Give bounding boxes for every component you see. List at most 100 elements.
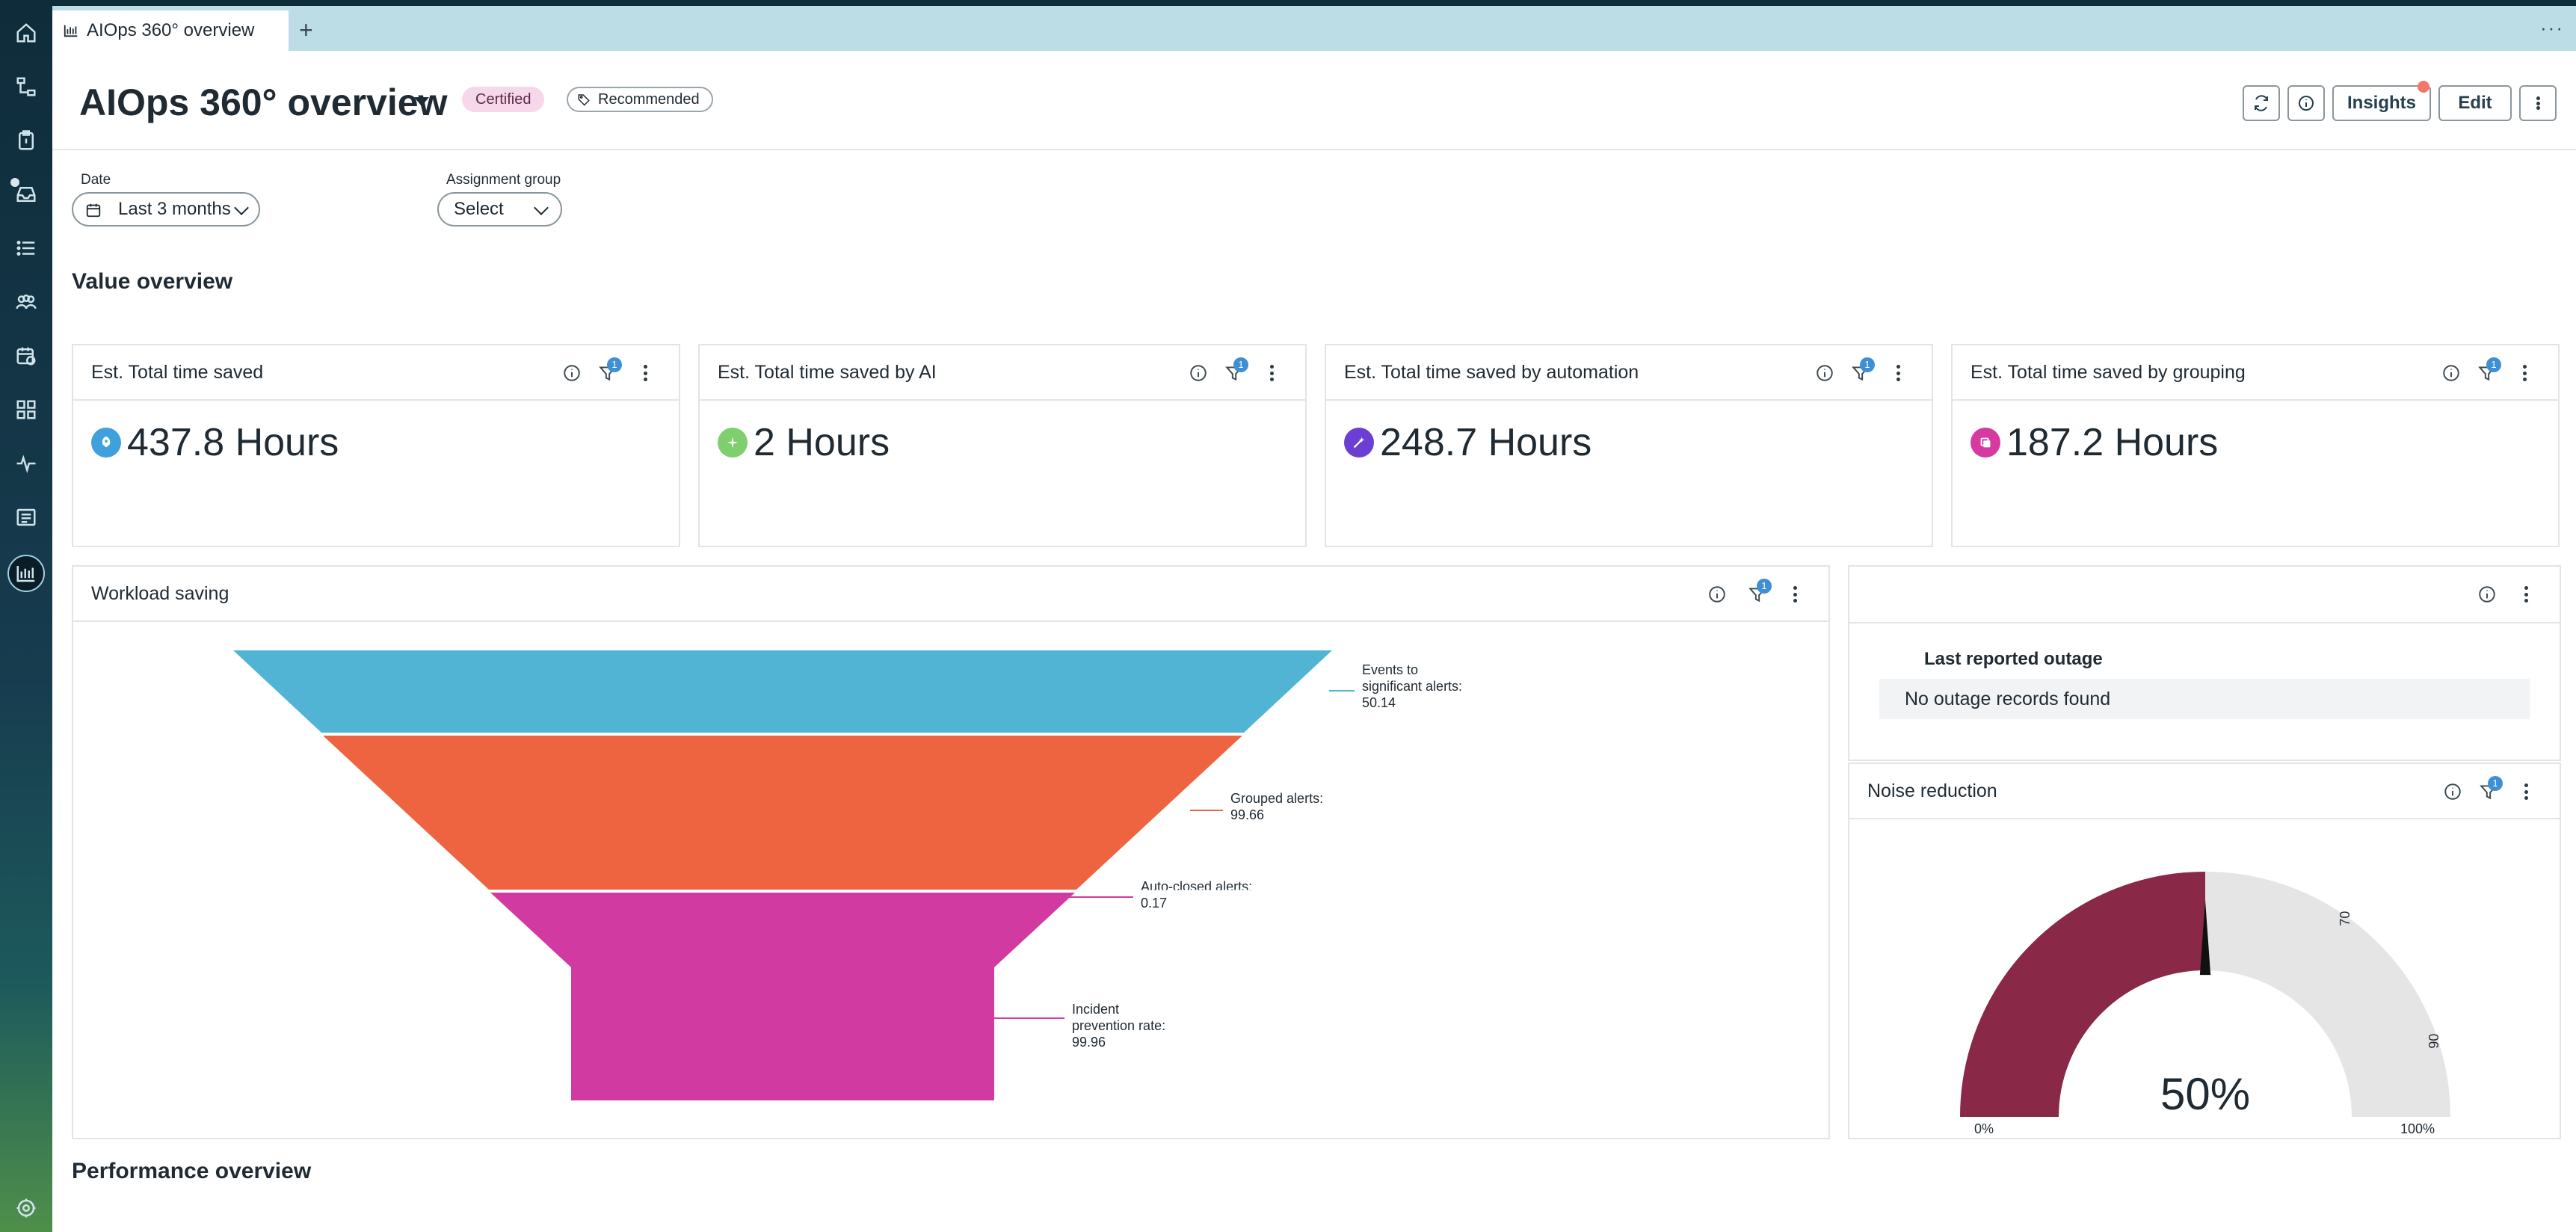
card-title: Workload saving [91, 583, 229, 604]
metric-display: 187.2 Hours [1970, 420, 2218, 465]
left-nav-rail [0, 0, 52, 1232]
metric-value: 248.7 Hours [1380, 421, 1592, 464]
settings-icon[interactable] [10, 1192, 43, 1225]
card-menu-icon[interactable] [1791, 583, 1799, 606]
funnel-stage-label: Events to significant alerts: 50.14 [1362, 662, 1462, 710]
funnel-stage[interactable] [323, 736, 1242, 890]
insights-button[interactable]: Insights [2332, 85, 2431, 121]
tab-bar: AIOps 360° overview + ··· [52, 6, 2576, 51]
metric-card: Est. Total time saved by automation 1 24… [1325, 344, 1933, 547]
card-menu-icon[interactable] [2522, 780, 2530, 803]
sparkle-icon [718, 428, 748, 458]
outage-empty-row: No outage records found [1879, 679, 2530, 719]
tab-label: AIOps 360° overview [87, 20, 255, 40]
recommended-badge: Recommended [567, 87, 713, 112]
gauge-needle [2199, 900, 2211, 976]
filter-icon[interactable]: 1 [1224, 357, 1248, 383]
list-icon[interactable] [10, 232, 43, 265]
team-icon[interactable] [10, 286, 43, 318]
group-icon [1970, 428, 2000, 458]
home-icon[interactable] [10, 16, 43, 49]
funnel-stage[interactable] [490, 893, 1075, 967]
metric-value: 2 Hours [754, 421, 890, 464]
metric-value: 187.2 Hours [2006, 421, 2219, 464]
assignment-group-label: Assignment group [446, 172, 561, 188]
insights-notification-dot [2418, 81, 2429, 93]
more-options-button[interactable] [2519, 85, 2557, 121]
filter-count-badge: 1 [1757, 579, 1772, 594]
metric-display: 437.8 Hours [91, 420, 339, 465]
card-title: Est. Total time saved [91, 362, 264, 383]
card-header: Noise reduction 1 [1849, 764, 2560, 819]
info-icon[interactable] [1707, 585, 1727, 604]
calendar-icon [86, 203, 101, 218]
card-header: Est. Total time saved by AI 1 [700, 345, 1305, 401]
more-tabs-button[interactable]: ··· [2540, 16, 2564, 39]
funnel-stage[interactable] [233, 650, 1332, 733]
outage-card: Last reported outage No outage records f… [1848, 565, 2561, 761]
info-icon[interactable] [1815, 363, 1834, 383]
hierarchy-icon[interactable] [10, 70, 43, 103]
dashboards-icon[interactable] [7, 555, 45, 592]
title-dropdown-caret-icon[interactable] [414, 97, 429, 106]
card-menu-icon[interactable] [1894, 362, 1902, 384]
tag-icon [578, 94, 590, 106]
funnel-stage-label: Incident prevention rate: 99.96 [1072, 1002, 1165, 1050]
page-title: AIOps 360° overview [79, 81, 448, 123]
filter-icon[interactable]: 1 [1851, 357, 1875, 383]
recommended-label: Recommended [598, 91, 700, 108]
clipboard-icon[interactable] [10, 124, 43, 157]
calendar-clock-icon[interactable] [10, 339, 43, 372]
metric-display: 2 Hours [718, 420, 890, 465]
filter-count-badge: 1 [1860, 357, 1875, 372]
card-header: Workload saving 1 [73, 567, 1828, 622]
card-menu-icon[interactable] [1268, 362, 1275, 384]
filter-icon[interactable]: 1 [598, 357, 622, 383]
info-icon[interactable] [2441, 363, 2461, 383]
gauge-max-label: 100% [2400, 1121, 2435, 1136]
gauge-threshold-label: 70 [2338, 911, 2352, 926]
filter-icon[interactable]: 1 [2479, 776, 2503, 801]
inbox-icon[interactable] [10, 178, 43, 211]
date-filter-select[interactable]: Last 3 months [72, 192, 260, 227]
filter-count-badge: 1 [2488, 776, 2503, 791]
info-icon[interactable] [2443, 782, 2462, 801]
card-title: Est. Total time saved by automation [1344, 362, 1639, 383]
edit-button[interactable]: Edit [2438, 85, 2512, 121]
date-filter-value: Last 3 months [118, 199, 231, 219]
filter-icon[interactable]: 1 [1748, 579, 1772, 604]
info-icon[interactable] [1189, 363, 1208, 383]
filter-count-badge: 1 [607, 357, 622, 372]
top-strip [52, 0, 2576, 6]
filter-icon[interactable]: 1 [2477, 357, 2501, 383]
info-icon[interactable] [2477, 585, 2497, 604]
info-icon[interactable] [562, 363, 582, 383]
info-button[interactable] [2287, 85, 2325, 121]
metric-card: Est. Total time saved by grouping 1 187.… [1951, 344, 2560, 547]
info-icon [2299, 96, 2314, 111]
funnel-stage-label: Auto-closed alerts: 0.17 [1141, 879, 1252, 911]
chevron-down-icon [534, 200, 549, 215]
assignment-group-value: Select [454, 199, 504, 219]
card-menu-icon[interactable] [2521, 362, 2528, 384]
metric-display: 248.7 Hours [1344, 420, 1591, 465]
card-header [1849, 567, 2560, 622]
apps-grid-icon[interactable] [10, 393, 43, 426]
gauge-min-label: 0% [1974, 1121, 1994, 1136]
metric-value: 437.8 Hours [127, 421, 339, 464]
gauge-value-label: 50% [2160, 1069, 2250, 1119]
tab-aiops-overview[interactable]: AIOps 360° overview [52, 10, 289, 51]
assignment-group-select[interactable]: Select [437, 192, 562, 227]
document-list-icon[interactable] [10, 501, 43, 534]
add-tab-button[interactable]: + [299, 16, 313, 43]
date-filter-label: Date [81, 172, 111, 188]
card-menu-icon[interactable] [2522, 583, 2530, 606]
refresh-button[interactable] [2243, 85, 2280, 121]
card-header: Est. Total time saved by grouping 1 [1953, 345, 2558, 401]
wand-icon [1344, 428, 1374, 458]
card-menu-icon[interactable] [641, 362, 649, 384]
workload-saving-card: Workload saving 1 Events to significant a… [72, 565, 1830, 1139]
gauge-threshold-label: 90 [2426, 1034, 2441, 1049]
pulse-icon[interactable] [10, 447, 43, 480]
funnel-stage[interactable] [571, 967, 994, 1100]
